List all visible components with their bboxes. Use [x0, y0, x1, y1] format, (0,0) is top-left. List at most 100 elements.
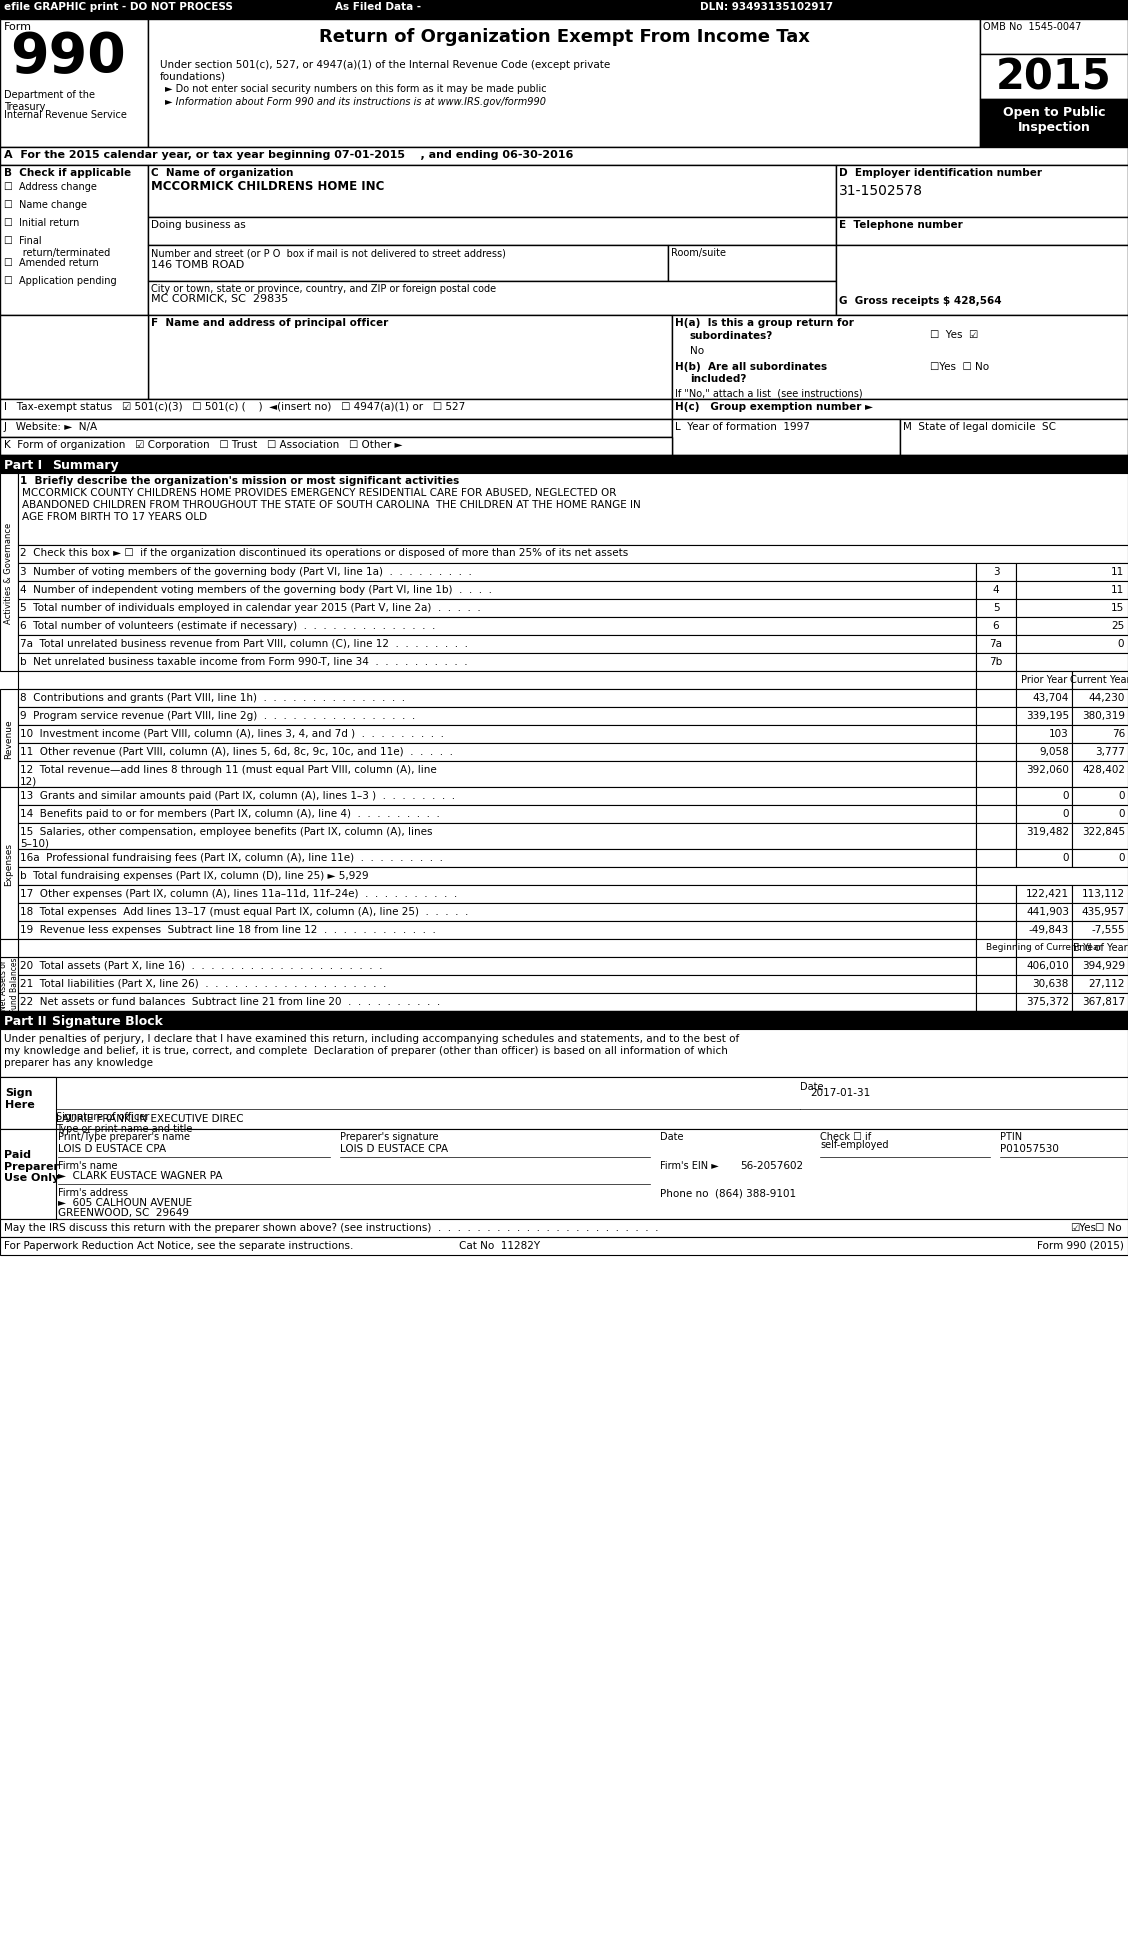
- Text: ☐Yes  ☐ No: ☐Yes ☐ No: [929, 363, 989, 372]
- Text: Department of the
Treasury: Department of the Treasury: [5, 89, 95, 112]
- Text: 2017-01-31: 2017-01-31: [810, 1088, 870, 1097]
- Text: 15  Salaries, other compensation, employee benefits (Part IX, column (A), lines
: 15 Salaries, other compensation, employe…: [20, 826, 432, 847]
- Bar: [836, 246, 1128, 316]
- Bar: [0, 19, 148, 147]
- Text: 435,957: 435,957: [1082, 907, 1125, 917]
- Text: P01057530: P01057530: [1001, 1144, 1059, 1154]
- Bar: [976, 849, 1016, 867]
- Bar: [976, 975, 1016, 993]
- Bar: [0, 456, 1128, 473]
- Bar: [0, 419, 672, 438]
- Bar: [1016, 599, 1128, 619]
- Bar: [1016, 849, 1072, 867]
- Text: 21  Total liabilities (Part X, line 26)  .  .  .  .  .  .  .  .  .  .  .  .  .  : 21 Total liabilities (Part X, line 26) .…: [20, 979, 387, 989]
- Bar: [0, 940, 18, 958]
- Text: Under section 501(c), 527, or 4947(a)(1) of the Internal Revenue Code (except pr: Under section 501(c), 527, or 4947(a)(1)…: [160, 60, 610, 81]
- Text: MC CORMICK, SC  29835: MC CORMICK, SC 29835: [151, 295, 289, 304]
- Text: 9  Program service revenue (Part VIII, line 2g)  .  .  .  .  .  .  .  .  .  .  .: 9 Program service revenue (Part VIII, li…: [20, 710, 415, 721]
- Bar: [18, 787, 976, 805]
- Text: City or town, state or province, country, and ZIP or foreign postal code: City or town, state or province, country…: [151, 283, 496, 295]
- Text: MCCORMICK COUNTY CHILDRENS HOME PROVIDES EMERGENCY RESIDENTIAL CARE FOR ABUSED, : MCCORMICK COUNTY CHILDRENS HOME PROVIDES…: [23, 489, 616, 498]
- Text: B  Check if applicable: B Check if applicable: [5, 169, 131, 178]
- Text: 30,638: 30,638: [1032, 979, 1069, 989]
- Text: 380,319: 380,319: [1082, 710, 1125, 721]
- Text: Revenue: Revenue: [5, 719, 14, 758]
- Text: Form 990 (2015): Form 990 (2015): [1037, 1241, 1123, 1251]
- Text: 0: 0: [1063, 853, 1069, 863]
- Text: 43,704: 43,704: [1032, 692, 1069, 702]
- Bar: [18, 690, 976, 708]
- Bar: [1072, 745, 1128, 762]
- Bar: [18, 975, 976, 993]
- Text: Room/suite: Room/suite: [671, 248, 726, 258]
- Bar: [1072, 725, 1128, 745]
- Bar: [18, 671, 976, 690]
- Text: End of Year: End of Year: [1073, 942, 1127, 952]
- Bar: [18, 805, 976, 824]
- Text: 406,010: 406,010: [1026, 960, 1069, 971]
- Text: H(b)  Are all subordinates: H(b) Are all subordinates: [675, 363, 827, 372]
- Bar: [976, 745, 1016, 762]
- Bar: [148, 281, 836, 316]
- Bar: [0, 958, 18, 1012]
- Text: 20  Total assets (Part X, line 16)  .  .  .  .  .  .  .  .  .  .  .  .  .  .  . : 20 Total assets (Part X, line 16) . . . …: [20, 960, 382, 971]
- Text: Open to Public
Inspection: Open to Public Inspection: [1003, 107, 1105, 134]
- Bar: [1072, 690, 1128, 708]
- Text: ► Information about Form 990 and its instructions is at www.IRS.gov/form990: ► Information about Form 990 and its ins…: [165, 97, 546, 107]
- Bar: [976, 867, 1128, 886]
- Text: 441,903: 441,903: [1026, 907, 1069, 917]
- Bar: [976, 904, 1016, 921]
- Text: ►  605 CALHOUN AVENUE: ► 605 CALHOUN AVENUE: [58, 1198, 192, 1208]
- Bar: [1072, 975, 1128, 993]
- Text: For Paperwork Reduction Act Notice, see the separate instructions.: For Paperwork Reduction Act Notice, see …: [5, 1241, 353, 1251]
- Text: E  Telephone number: E Telephone number: [839, 219, 963, 231]
- Text: efile GRAPHIC print - DO NOT PROCESS: efile GRAPHIC print - DO NOT PROCESS: [5, 2, 232, 12]
- Bar: [1016, 582, 1128, 599]
- Text: 113,112: 113,112: [1082, 888, 1125, 898]
- Text: As Filed Data -: As Filed Data -: [335, 2, 421, 12]
- Bar: [1016, 886, 1072, 904]
- Text: Form: Form: [5, 21, 32, 31]
- Text: 44,230: 44,230: [1089, 692, 1125, 702]
- Bar: [1016, 671, 1072, 690]
- Text: ► Do not enter social security numbers on this form as it may be made public: ► Do not enter social security numbers o…: [165, 83, 547, 93]
- Bar: [0, 1220, 1128, 1237]
- Text: OMB No  1545-0047: OMB No 1545-0047: [982, 21, 1082, 31]
- Text: 16a  Professional fundraising fees (Part IX, column (A), line 11e)  .  .  .  .  : 16a Professional fundraising fees (Part …: [20, 853, 443, 863]
- Text: 3  Number of voting members of the governing body (Part VI, line 1a)  .  .  .  .: 3 Number of voting members of the govern…: [20, 566, 472, 576]
- Bar: [0, 0, 1128, 19]
- Bar: [1072, 921, 1128, 940]
- Bar: [1072, 958, 1128, 975]
- Bar: [1072, 805, 1128, 824]
- Text: K  Form of organization   ☑ Corporation   ☐ Trust   ☐ Association   ☐ Other ►: K Form of organization ☑ Corporation ☐ T…: [5, 440, 403, 450]
- Text: 7b: 7b: [989, 657, 1003, 667]
- Text: 7a  Total unrelated business revenue from Part VIII, column (C), line 12  .  .  : 7a Total unrelated business revenue from…: [20, 638, 468, 650]
- Text: Expenses: Expenses: [5, 842, 14, 884]
- Text: 11: 11: [1111, 586, 1123, 595]
- Bar: [976, 564, 1016, 582]
- Text: Check ☐ if: Check ☐ if: [820, 1132, 871, 1142]
- Bar: [976, 599, 1016, 619]
- Bar: [1016, 921, 1072, 940]
- Text: 10  Investment income (Part VIII, column (A), lines 3, 4, and 7d )  .  .  .  .  : 10 Investment income (Part VIII, column …: [20, 729, 444, 739]
- Text: 3,777: 3,777: [1095, 747, 1125, 756]
- Bar: [0, 399, 672, 419]
- Text: 0: 0: [1063, 809, 1069, 818]
- Text: 12  Total revenue—add lines 8 through 11 (must equal Part VIII, column (A), line: 12 Total revenue—add lines 8 through 11 …: [20, 764, 437, 785]
- Text: 4: 4: [993, 586, 999, 595]
- Text: 27,112: 27,112: [1089, 979, 1125, 989]
- Text: 3: 3: [993, 566, 999, 576]
- Text: M  State of legal domicile  SC: M State of legal domicile SC: [904, 423, 1056, 432]
- Text: Sign
Here: Sign Here: [5, 1088, 35, 1109]
- Bar: [976, 940, 1016, 958]
- Bar: [0, 438, 672, 456]
- Text: my knowledge and belief, it is true, correct, and complete  Declaration of prepa: my knowledge and belief, it is true, cor…: [5, 1045, 728, 1055]
- Text: AGE FROM BIRTH TO 17 YEARS OLD: AGE FROM BIRTH TO 17 YEARS OLD: [23, 512, 208, 522]
- Text: 428,402: 428,402: [1082, 764, 1125, 774]
- Text: C  Name of organization: C Name of organization: [151, 169, 293, 178]
- Text: 0: 0: [1119, 853, 1125, 863]
- Text: 18  Total expenses  Add lines 13–17 (must equal Part IX, column (A), line 25)  .: 18 Total expenses Add lines 13–17 (must …: [20, 907, 468, 917]
- Bar: [1016, 564, 1128, 582]
- Bar: [976, 690, 1016, 708]
- Text: DLN: 93493135102917: DLN: 93493135102917: [700, 2, 834, 12]
